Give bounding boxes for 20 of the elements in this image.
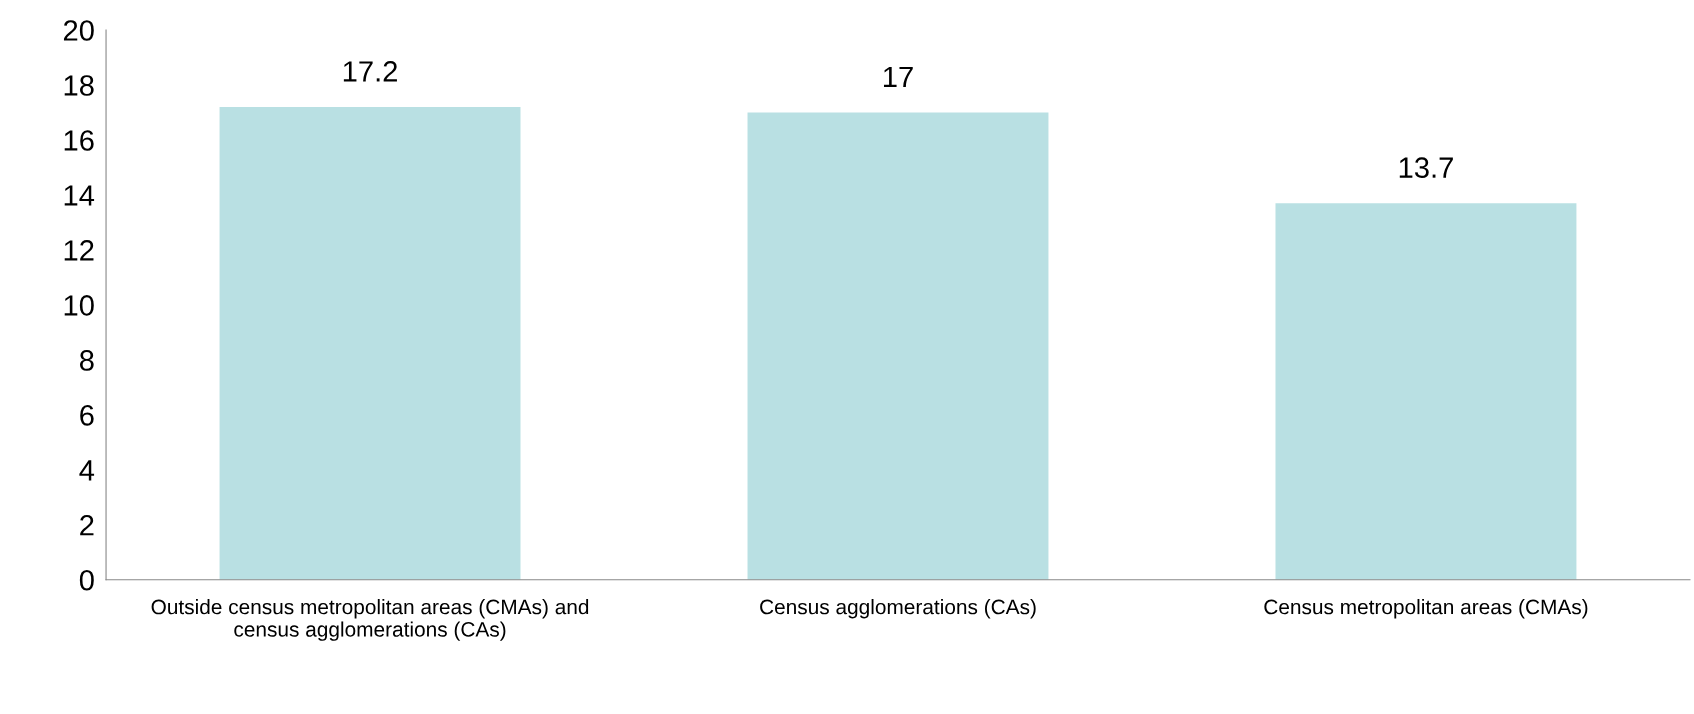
y-tick-label: 4	[79, 460, 95, 481]
data-label: 13.7	[1399, 157, 1453, 178]
y-tick-label: 12	[64, 240, 94, 261]
y-tick-label: 16	[64, 130, 94, 151]
y-tick-label: 10	[64, 295, 94, 316]
bar	[219, 106, 521, 580]
y-tick-label: 18	[64, 75, 94, 96]
data-label: 17.2	[343, 61, 397, 82]
y-tick-label: 20	[63, 20, 94, 41]
data-label: 17	[883, 66, 913, 87]
x-tick-label: Census agglomerations (CAs)	[760, 599, 1036, 619]
x-tick-label: Outside census metropolitan areas (CMAs) and census agglomerations (CAs)	[151, 599, 589, 641]
bar	[1275, 203, 1577, 580]
y-tick-label: 14	[64, 185, 95, 206]
y-tick-label: 8	[79, 350, 94, 371]
x-tick-label: Census metropolitan areas (CMAs)	[1264, 599, 1588, 619]
y-tick-label: 0	[79, 569, 94, 591]
bar	[747, 112, 1049, 580]
y-tick-label: 2	[80, 514, 94, 536]
y-tick-label: 6	[80, 405, 94, 426]
